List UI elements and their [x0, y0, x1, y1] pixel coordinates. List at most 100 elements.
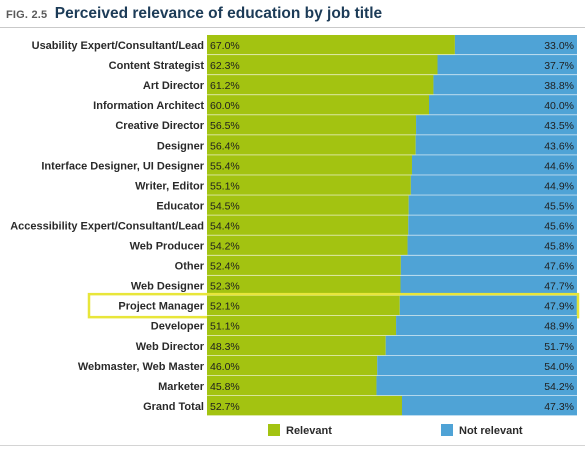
row-separator	[207, 94, 577, 96]
bar-relevant-designer	[207, 135, 416, 156]
value-label-relevant-marketer: 45.8%	[210, 381, 240, 393]
bar-relevant-other	[207, 255, 401, 276]
bar-relevant-webmaster-web-master	[207, 355, 378, 376]
category-label-art-director: Art Director	[143, 80, 205, 92]
value-label-relevant-content-strategist: 62.3%	[210, 60, 240, 72]
category-label-designer: Designer	[157, 140, 205, 152]
value-label-relevant-web-producer: 54.2%	[210, 241, 240, 253]
row-separator	[207, 174, 577, 176]
figure-number: FIG. 2.5	[6, 9, 48, 21]
value-label-relevant-developer: 51.1%	[210, 321, 240, 333]
figure-title: FIG. 2.5 Perceived relevance of educatio…	[6, 4, 382, 24]
value-label-not-relevant-writer-editor: 44.9%	[544, 180, 574, 192]
value-label-relevant-web-designer: 52.3%	[210, 281, 240, 293]
category-label-interface-designer-ui-designer: Interface Designer, UI Designer	[41, 160, 204, 172]
row-separator	[207, 74, 577, 76]
row-separator	[207, 375, 577, 376]
value-label-not-relevant-creative-director: 43.5%	[544, 120, 574, 132]
category-label-accessibility-expert-consultant-lead: Accessibility Expert/Consultant/Lead	[10, 220, 204, 232]
bar-relevant-content-strategist	[207, 55, 438, 76]
row-separator	[207, 335, 577, 336]
row-separator	[207, 214, 577, 216]
bar-relevant-web-designer	[207, 275, 401, 296]
bar-not-relevant-accessibility-expert-consultant-lead	[408, 215, 577, 236]
category-label-usability-expert-consultant-lead: Usability Expert/Consultant/Lead	[32, 40, 204, 52]
row-separator	[207, 114, 577, 116]
bar-relevant-web-director	[207, 335, 386, 356]
value-label-not-relevant-marketer: 54.2%	[544, 381, 574, 393]
value-label-relevant-art-director: 61.2%	[210, 80, 240, 92]
bar-not-relevant-content-strategist	[437, 55, 577, 76]
value-label-relevant-designer: 56.4%	[210, 140, 240, 152]
category-label-information-architect: Information Architect	[93, 100, 204, 112]
bar-relevant-educator	[207, 195, 409, 216]
bar-not-relevant-creative-director	[416, 115, 577, 136]
bar-relevant-information-architect	[207, 95, 429, 116]
bar-not-relevant-writer-editor	[410, 175, 577, 196]
value-label-not-relevant-usability-expert-consultant-lead: 33.0%	[544, 40, 574, 52]
row-separator	[207, 415, 577, 416]
value-label-not-relevant-content-strategist: 37.7%	[544, 60, 574, 72]
value-label-relevant-project-manager: 52.1%	[210, 301, 240, 313]
legend-swatch-not-relevant	[441, 424, 453, 436]
category-label-other: Other	[175, 261, 205, 273]
value-label-not-relevant-information-architect: 40.0%	[544, 100, 574, 112]
row-separator	[207, 194, 577, 196]
bar-not-relevant-webmaster-web-master	[377, 355, 577, 376]
value-label-relevant-educator: 54.5%	[210, 200, 240, 212]
bar-not-relevant-other	[400, 255, 577, 276]
value-label-not-relevant-other: 47.6%	[544, 261, 574, 273]
value-label-not-relevant-web-designer: 47.7%	[544, 281, 574, 293]
category-label-web-designer: Web Designer	[131, 281, 205, 293]
value-label-not-relevant-art-director: 38.8%	[544, 80, 574, 92]
category-label-creative-director: Creative Director	[115, 120, 204, 132]
category-label-writer-editor: Writer, Editor	[135, 180, 205, 192]
category-label-developer: Developer	[151, 321, 205, 333]
bar-relevant-art-director	[207, 75, 434, 96]
value-label-not-relevant-accessibility-expert-consultant-lead: 45.6%	[544, 220, 574, 232]
row-separator	[207, 54, 577, 55]
bar-not-relevant-marketer	[376, 375, 577, 396]
bar-relevant-marketer	[207, 375, 377, 396]
row-separator	[207, 395, 577, 396]
value-label-relevant-accessibility-expert-consultant-lead: 54.4%	[210, 220, 240, 232]
bar-relevant-accessibility-expert-consultant-lead	[207, 215, 409, 236]
bar-not-relevant-usability-expert-consultant-lead	[454, 35, 577, 55]
value-label-not-relevant-designer: 43.6%	[544, 140, 574, 152]
value-label-not-relevant-web-producer: 45.8%	[544, 241, 574, 253]
value-label-relevant-information-architect: 60.0%	[210, 100, 240, 112]
value-label-relevant-grand-total: 52.7%	[210, 401, 240, 413]
category-label-grand-total: Grand Total	[143, 401, 204, 413]
value-label-not-relevant-project-manager: 47.9%	[544, 301, 574, 313]
bar-not-relevant-web-producer	[407, 235, 577, 256]
bar-not-relevant-art-director	[433, 75, 577, 96]
row-separator	[207, 254, 577, 256]
value-label-relevant-web-director: 48.3%	[210, 341, 240, 353]
bar-not-relevant-web-designer	[400, 275, 577, 296]
row-separator	[207, 154, 577, 156]
bottom-divider	[0, 445, 585, 446]
value-label-relevant-creative-director: 56.5%	[210, 120, 240, 132]
row-separator	[207, 355, 577, 356]
bar-not-relevant-designer	[415, 135, 577, 156]
value-label-not-relevant-educator: 45.5%	[544, 200, 574, 212]
bar-not-relevant-information-architect	[429, 95, 577, 116]
bar-relevant-creative-director	[207, 115, 417, 136]
value-label-not-relevant-webmaster-web-master: 54.0%	[544, 361, 574, 373]
category-label-content-strategist: Content Strategist	[109, 60, 205, 72]
bar-relevant-writer-editor	[207, 175, 411, 196]
bar-relevant-developer	[207, 315, 397, 336]
category-label-educator: Educator	[156, 200, 204, 212]
row-separator	[207, 315, 577, 316]
category-label-webmaster-web-master: Webmaster, Web Master	[78, 361, 205, 373]
bar-not-relevant-developer	[396, 315, 577, 336]
value-label-relevant-usability-expert-consultant-lead: 67.0%	[210, 40, 240, 52]
figure-title-text: Perceived relevance of education by job …	[54, 5, 383, 22]
category-label-marketer: Marketer	[158, 381, 205, 393]
bar-relevant-web-producer	[207, 235, 408, 256]
value-label-relevant-other: 52.4%	[210, 261, 240, 273]
bar-relevant-usability-expert-consultant-lead	[207, 35, 455, 55]
bar-not-relevant-grand-total	[401, 395, 577, 416]
legend-swatch-relevant	[268, 424, 280, 436]
